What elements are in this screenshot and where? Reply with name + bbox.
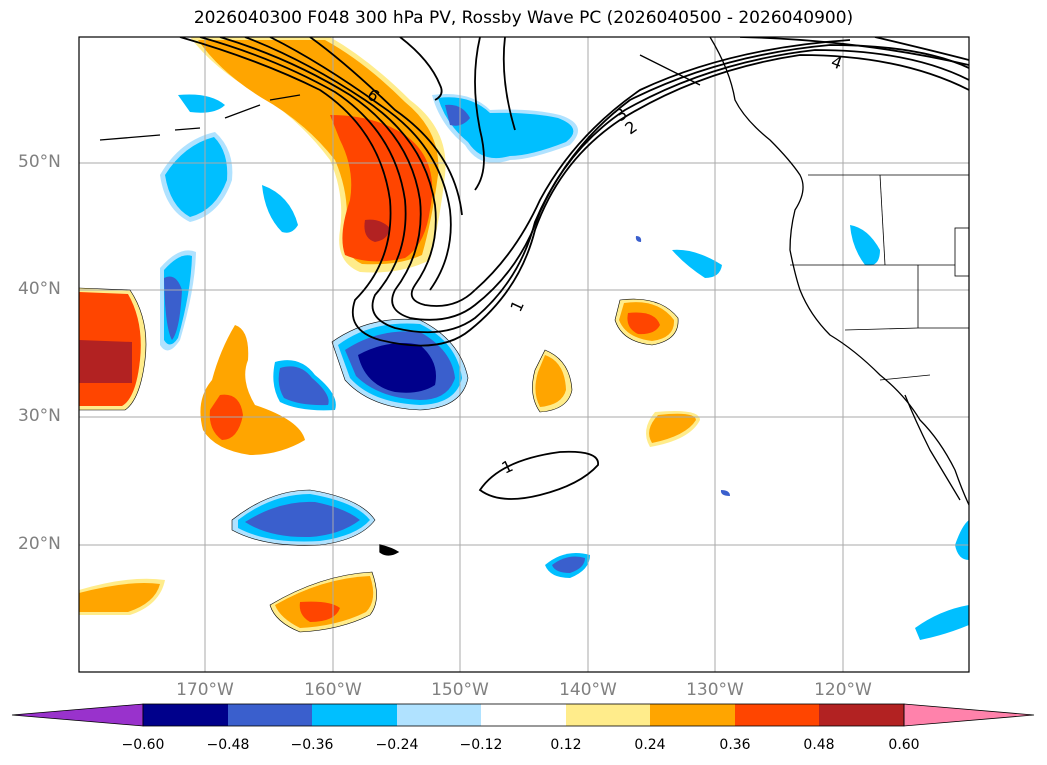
colorbar-bin [228, 704, 312, 726]
lat-label: 40°N [18, 279, 61, 299]
colorbar-bin [650, 704, 735, 726]
colorbar-tick: −0.36 [290, 737, 334, 753]
colorbar-tick: −0.12 [459, 737, 503, 753]
colorbar-bin [819, 704, 904, 726]
coastline [99, 37, 969, 556]
lon-label: 130°W [686, 680, 744, 700]
colorbar-bin [312, 704, 397, 726]
colorbar-extend-low [11, 703, 144, 727]
lon-label: 140°W [559, 680, 617, 700]
positive-anomalies [79, 37, 700, 632]
lon-label: 160°W [304, 680, 362, 700]
map-title: 2026040300 F048 300 hPa PV, Rossby Wave … [193, 8, 854, 28]
lat-label: 50°N [18, 152, 61, 172]
colorbar-tick: 0.12 [550, 737, 582, 753]
colorbar-tick: 0.24 [634, 737, 666, 753]
anomaly-outlines [79, 287, 679, 633]
colorbar-bin [566, 704, 650, 726]
colorbar-tick: 0.60 [888, 737, 920, 753]
colorbar-extend-high [903, 703, 1035, 727]
borders [790, 174, 969, 381]
colorbar-tick: −0.60 [121, 737, 165, 753]
graticule [79, 37, 969, 672]
pv-contours [179, 37, 969, 500]
lon-label: 170°W [176, 680, 234, 700]
map-frame [78, 36, 970, 673]
colorbar-bin [143, 704, 228, 726]
colorbar-tick: 0.48 [803, 737, 835, 753]
lat-label: 30°N [18, 406, 61, 426]
colorbar-tick: −0.24 [375, 737, 419, 753]
colorbar-tick: −0.48 [206, 737, 250, 753]
colorbar [11, 703, 1035, 727]
colorbar-bin [735, 704, 819, 726]
colorbar-tick: 0.36 [719, 737, 751, 753]
lon-label: 150°W [431, 680, 489, 700]
lat-label: 20°N [18, 534, 61, 554]
negative-anomalies [160, 94, 969, 640]
colorbar-bin [481, 704, 566, 726]
colorbar-bin [397, 704, 481, 726]
lon-label: 120°W [814, 680, 872, 700]
